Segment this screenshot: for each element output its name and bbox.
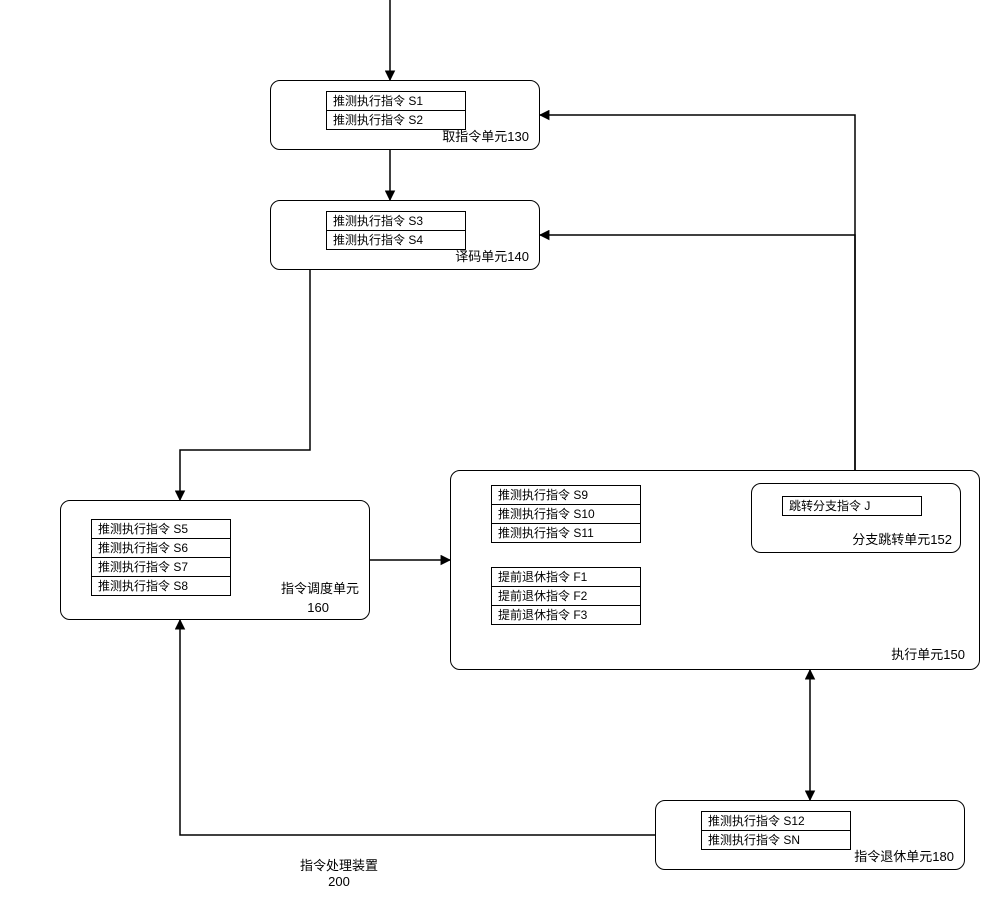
caption-line1: 指令处理装置 xyxy=(300,858,378,873)
instruction-row: 推测执行指令 SN xyxy=(702,831,850,849)
instruction-row: 提前退休指令 F1 xyxy=(492,568,640,587)
instruction-row: 推测执行指令 S10 xyxy=(492,505,640,524)
instruction-row: 推测执行指令 S8 xyxy=(92,577,230,595)
exec-group-retire: 提前退休指令 F1提前退休指令 F2提前退休指令 F3 xyxy=(491,567,641,625)
instruction-row: 推测执行指令 S3 xyxy=(327,212,465,231)
schedule-unit: 推测执行指令 S5推测执行指令 S6推测执行指令 S7推测执行指令 S8 指令调… xyxy=(60,500,370,620)
sched-label-num: 160 xyxy=(307,600,329,615)
instruction-row: 推测执行指令 S12 xyxy=(702,812,850,831)
instruction-row: 推测执行指令 S4 xyxy=(327,231,465,249)
decode-unit: 推测执行指令 S3推测执行指令 S4 译码单元140 xyxy=(270,200,540,270)
fetch-unit: 推测执行指令 S1推测执行指令 S2 取指令单元130 xyxy=(270,80,540,150)
instruction-row: 推测执行指令 S5 xyxy=(92,520,230,539)
instruction-row: 提前退休指令 F3 xyxy=(492,606,640,624)
sched-label: 指令调度单元 xyxy=(281,578,359,597)
fetch-label: 取指令单元130 xyxy=(442,126,529,145)
branch-group: 跳转分支指令 J xyxy=(782,496,922,516)
device-caption: 指令处理装置 200 xyxy=(300,855,378,889)
edge xyxy=(540,235,855,482)
retire-group: 推测执行指令 S12推测执行指令 SN xyxy=(701,811,851,850)
sched-group: 推测执行指令 S5推测执行指令 S6推测执行指令 S7推测执行指令 S8 xyxy=(91,519,231,596)
branch-label: 分支跳转单元152 xyxy=(852,529,952,548)
fetch-group: 推测执行指令 S1推测执行指令 S2 xyxy=(326,91,466,130)
decode-group: 推测执行指令 S3推测执行指令 S4 xyxy=(326,211,466,250)
instruction-row: 推测执行指令 S9 xyxy=(492,486,640,505)
branch-unit: 跳转分支指令 J 分支跳转单元152 xyxy=(751,483,961,553)
retire-label: 指令退休单元180 xyxy=(854,846,954,865)
instruction-row: 推测执行指令 S6 xyxy=(92,539,230,558)
edge xyxy=(180,270,310,500)
execute-unit: 推测执行指令 S9推测执行指令 S10推测执行指令 S11 提前退休指令 F1提… xyxy=(450,470,980,670)
exec-label: 执行单元150 xyxy=(891,644,965,663)
instruction-row: 提前退休指令 F2 xyxy=(492,587,640,606)
edge xyxy=(540,115,855,482)
instruction-row: 推测执行指令 S11 xyxy=(492,524,640,542)
decode-label: 译码单元140 xyxy=(455,246,529,265)
exec-group-spec: 推测执行指令 S9推测执行指令 S10推测执行指令 S11 xyxy=(491,485,641,543)
instruction-row: 推测执行指令 S7 xyxy=(92,558,230,577)
caption-line2: 200 xyxy=(328,874,350,889)
instruction-row: 推测执行指令 S1 xyxy=(327,92,465,111)
retire-unit: 推测执行指令 S12推测执行指令 SN 指令退休单元180 xyxy=(655,800,965,870)
instruction-row: 跳转分支指令 J xyxy=(783,497,921,515)
